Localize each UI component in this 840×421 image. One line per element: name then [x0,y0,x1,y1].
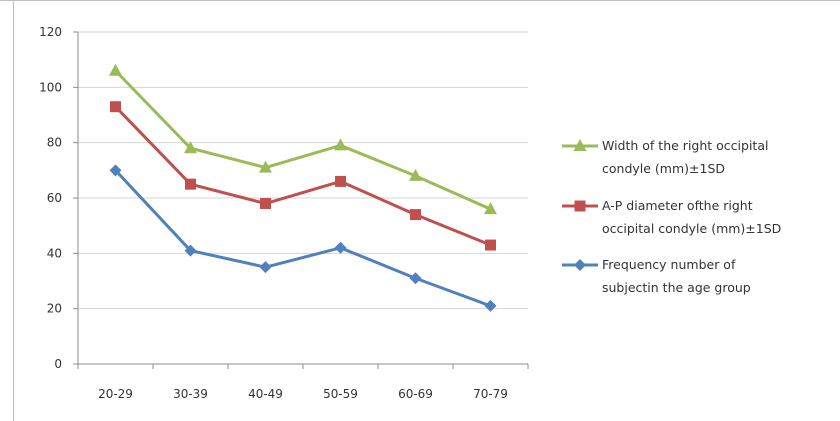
series-line-2 [114,105,492,247]
data-point [484,299,497,312]
gridlines [78,31,528,310]
y-tick-label: 0 [54,357,62,371]
x-tick-label: 60-69 [398,387,433,401]
data-point [259,160,272,173]
y-tick-label: 100 [39,80,62,94]
y-tick-label: 40 [47,246,62,260]
x-tick-label: 40-49 [248,387,283,401]
axes: 0 20 40 60 80 100 120 20-29 30-39 40-49 50-59 60-69… [39,25,529,401]
legend-marker [574,259,586,271]
y-tick-label: 20 [47,302,62,316]
data-point [109,164,122,177]
legend-label: subjectin the age group [602,280,751,295]
data-point [409,272,422,285]
y-tick-label: 120 [39,25,62,39]
data-point [110,101,121,113]
data-point [185,178,196,190]
legend-label: Frequency number of [602,257,736,272]
data-point [184,141,197,154]
data-point [109,63,122,76]
legend-label: Width of the right occipital [602,138,768,153]
data-point [485,239,496,251]
legend-marker [573,139,587,151]
legend-label: occipital condyle (mm)±1SD [602,221,781,236]
legend-label: A-P diameter ofthe right [602,198,753,213]
data-point [484,202,497,215]
legend-marker [574,200,586,212]
data-point [184,244,197,257]
data-point [259,261,272,274]
data-point [334,138,347,151]
data-point [260,198,271,210]
legend-label: condyle (mm)±1SD [602,161,725,176]
data-point [409,168,422,181]
x-tick-label: 70-79 [473,387,508,401]
series-layer [109,63,497,312]
series-line-3 [114,169,492,308]
data-point [335,175,346,187]
y-tick-label: 60 [47,191,62,205]
series-line-1 [114,69,492,211]
x-tick-label: 50-59 [323,387,358,401]
x-tick-label: 30-39 [173,387,208,401]
legend: Width of the right occipital condyle (mm)… [562,138,781,295]
data-point [334,241,347,254]
data-point [410,209,421,221]
x-tick-label: 20-29 [98,387,133,401]
y-tick-label: 80 [47,136,62,150]
